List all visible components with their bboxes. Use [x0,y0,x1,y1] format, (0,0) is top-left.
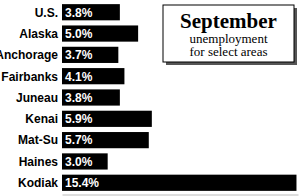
category-label: U.S. [35,6,58,20]
category-label: Anchorage [0,48,58,62]
bar [62,25,138,41]
bar [62,68,124,84]
subtitle-line: for select areas [190,44,268,59]
data-label: 5.9% [65,112,93,126]
bar [62,47,118,63]
subtitle: unemploymentfor select areas [190,31,268,59]
data-labels: 3.8% 5.0% 3.7% 4.1% 3.8% 5.9% 5.7% 3.0% 15.4% [65,6,99,191]
x-axis [63,195,299,196]
category-label: Mat-Su [18,133,58,147]
bar [62,175,296,191]
title-frame [163,5,294,62]
category-label: Kenai [25,112,58,126]
category-label: Alaska [19,27,58,41]
category-labels: U.S. Alaska Anchorage Fairbanks Juneau Kenai M… [0,6,58,191]
title-box: Septemberunemploymentfor select areas [163,5,297,65]
axis-line [63,195,299,196]
category-label: Juneau [16,91,58,105]
bar [62,132,149,148]
data-label: 3.8% [65,6,93,20]
bar [62,89,120,105]
title: September [180,9,277,33]
data-label: 15.4% [65,176,99,190]
data-label: 3.7% [65,48,93,62]
data-label: 5.7% [65,133,93,147]
data-label: 5.0% [65,27,93,41]
plot-area [62,4,296,191]
data-label: 3.8% [65,91,93,105]
bar [62,153,108,169]
chart: U.S. Alaska Anchorage Fairbanks Juneau Kenai M… [0,0,300,196]
data-label: 4.1% [65,70,93,84]
data-label: 3.0% [65,155,93,169]
bar [62,111,152,127]
category-label: Haines [19,155,59,169]
category-label: Fairbanks [1,70,58,84]
category-label: Kodiak [18,176,58,190]
bar [62,4,120,20]
